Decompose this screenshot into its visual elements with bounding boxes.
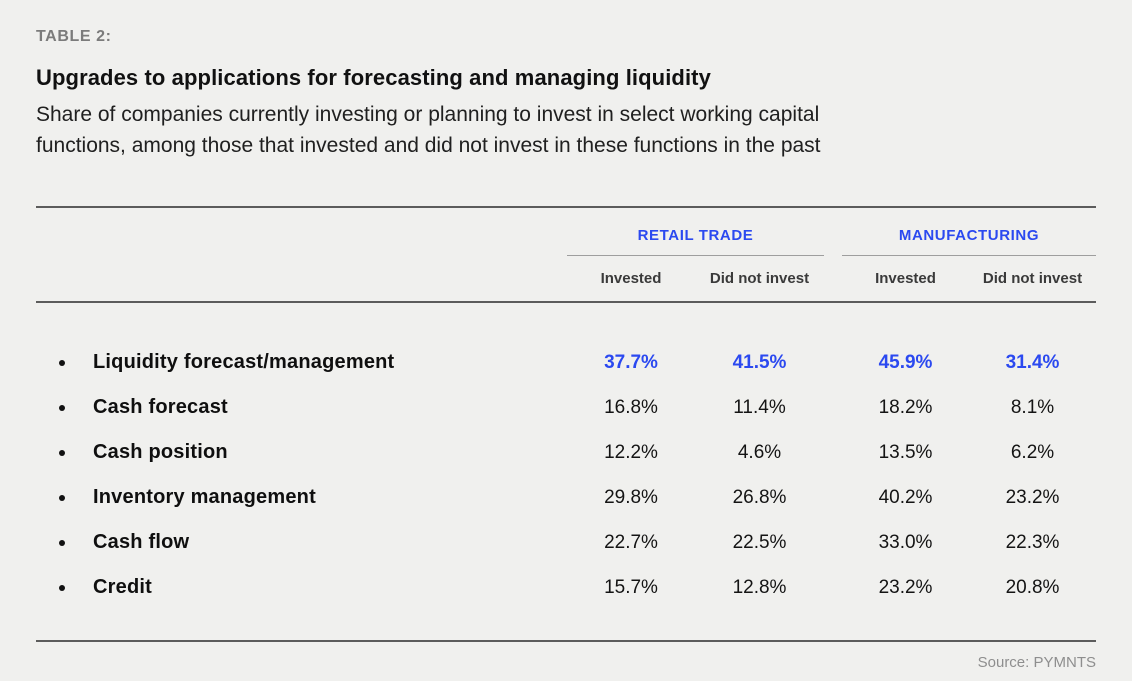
- cell-retail-did-not-invest: 12.8%: [732, 576, 787, 598]
- row-label-cell: Credit: [36, 576, 567, 599]
- cell-retail-did-not-invest: 41.5%: [732, 351, 787, 373]
- row-label-cell: Inventory management: [36, 486, 567, 509]
- bullet-icon: [59, 359, 65, 366]
- row-label-cell: Cash position: [36, 441, 567, 464]
- data-table: RETAIL TRADE MANUFACTURING Invested Did …: [36, 206, 1096, 642]
- cell-retail-invested: 37.7%: [604, 351, 658, 373]
- table-top-rule: [36, 206, 1096, 208]
- table-bottom-rule: [36, 640, 1096, 642]
- column-group-retail-trade-label: RETAIL TRADE: [637, 227, 754, 244]
- cell-retail-did-not-invest: 11.4%: [733, 396, 786, 418]
- column-subheader-row: Invested Did not invest Invested Did not…: [36, 256, 1096, 301]
- column-group-manufacturing: MANUFACTURING: [842, 208, 1096, 256]
- col-header-mfg-did-not-invest: Did not invest: [982, 270, 1083, 287]
- cell-mfg-invested: 18.2%: [878, 396, 933, 418]
- table-row: Cash position 12.2% 4.6% 13.5% 6.2%: [36, 430, 1096, 475]
- cell-retail-invested: 16.8%: [604, 396, 658, 418]
- cell-mfg-did-not-invest: 22.3%: [1005, 531, 1060, 553]
- cell-retail-invested: 22.7%: [604, 531, 658, 553]
- figure-subtitle: Share of companies currently investing o…: [36, 99, 1096, 161]
- header-bottom-rule: [36, 301, 1096, 303]
- cell-mfg-invested: 13.5%: [878, 441, 933, 463]
- cell-mfg-did-not-invest: 6.2%: [1010, 441, 1055, 463]
- cell-mfg-did-not-invest: 8.1%: [1010, 396, 1055, 418]
- table-number-label: TABLE 2:: [36, 28, 112, 45]
- group-header-spacer: [36, 208, 567, 256]
- row-label-cell: Cash forecast: [36, 396, 567, 419]
- figure-title: Upgrades to applications for forecasting…: [36, 65, 711, 90]
- cell-mfg-did-not-invest: 31.4%: [1005, 351, 1060, 373]
- row-label: Inventory management: [93, 486, 316, 508]
- bullet-icon: [59, 494, 65, 501]
- row-label: Credit: [93, 576, 152, 598]
- cell-mfg-did-not-invest: 23.2%: [1005, 486, 1060, 508]
- group-header-gap: [824, 208, 842, 256]
- table-body: Liquidity forecast/management 37.7% 41.5…: [36, 303, 1096, 640]
- row-label-cell: Cash flow: [36, 531, 567, 554]
- bullet-icon: [59, 449, 65, 456]
- table-row: Cash forecast 16.8% 11.4% 18.2% 8.1%: [36, 385, 1096, 430]
- column-group-manufacturing-label: MANUFACTURING: [898, 227, 1040, 244]
- cell-mfg-invested: 23.2%: [878, 576, 933, 598]
- table-row: Inventory management 29.8% 26.8% 40.2% 2…: [36, 475, 1096, 520]
- row-label: Cash forecast: [93, 396, 228, 418]
- cell-mfg-invested: 33.0%: [878, 531, 933, 553]
- bullet-icon: [59, 584, 65, 591]
- figure-subtitle-line2: functions, among those that invested and…: [36, 134, 821, 157]
- cell-mfg-invested: 40.2%: [878, 486, 933, 508]
- cell-retail-did-not-invest: 22.5%: [732, 531, 787, 553]
- col-header-retail-did-not-invest: Did not invest: [709, 270, 810, 287]
- cell-mfg-invested: 45.9%: [878, 351, 933, 373]
- column-group-retail-trade: RETAIL TRADE: [567, 208, 824, 256]
- source-credit: Source: PYMNTS: [977, 654, 1096, 671]
- cell-retail-did-not-invest: 26.8%: [732, 486, 787, 508]
- table-row: Credit 15.7% 12.8% 23.2% 20.8%: [36, 565, 1096, 610]
- cell-retail-invested: 15.7%: [604, 576, 658, 598]
- row-label: Cash position: [93, 441, 228, 463]
- column-group-header-row: RETAIL TRADE MANUFACTURING: [36, 208, 1096, 256]
- cell-retail-did-not-invest: 4.6%: [737, 441, 782, 463]
- cell-retail-invested: 29.8%: [604, 486, 658, 508]
- col-header-retail-invested: Invested: [600, 270, 662, 287]
- figure-subtitle-line1: Share of companies currently investing o…: [36, 103, 820, 126]
- bullet-icon: [59, 539, 65, 546]
- table-row: Liquidity forecast/management 37.7% 41.5…: [36, 340, 1096, 385]
- row-label-cell: Liquidity forecast/management: [36, 351, 567, 374]
- row-label: Liquidity forecast/management: [93, 351, 395, 373]
- cell-retail-invested: 12.2%: [604, 441, 658, 463]
- cell-mfg-did-not-invest: 20.8%: [1005, 576, 1060, 598]
- table-row: Cash flow 22.7% 22.5% 33.0% 22.3%: [36, 520, 1096, 565]
- col-header-mfg-invested: Invested: [875, 270, 936, 287]
- bullet-icon: [59, 404, 65, 411]
- row-label: Cash flow: [93, 531, 190, 553]
